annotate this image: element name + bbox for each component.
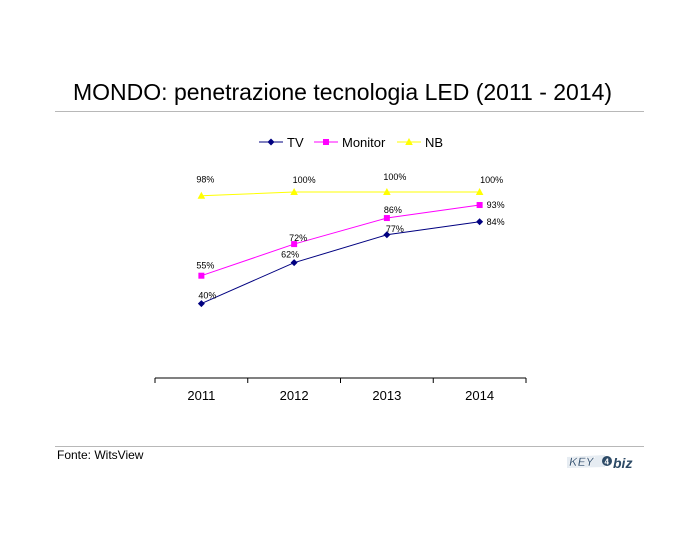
data-point-nb xyxy=(290,188,298,195)
data-point-monitor xyxy=(291,241,298,248)
data-label-tv: 84% xyxy=(487,217,505,227)
key4biz-logo: KEY 4 biz xyxy=(567,455,632,471)
series-line-nb xyxy=(201,191,480,197)
footer-divider xyxy=(55,446,644,447)
x-tick-label-2013: 2013 xyxy=(372,388,401,403)
x-tick-label-2014: 2014 xyxy=(465,388,494,403)
legend-label-tv: TV xyxy=(287,135,304,150)
data-label-monitor: 72% xyxy=(289,233,307,243)
legend-label-nb: NB xyxy=(425,135,443,150)
chart-title: MONDO: penetrazione tecnologia LED (2011… xyxy=(73,79,613,105)
data-point-monitor xyxy=(198,272,205,279)
data-point-tv xyxy=(290,259,298,267)
data-point-tv xyxy=(476,218,484,226)
data-label-monitor: 86% xyxy=(384,205,402,215)
data-point-monitor xyxy=(476,202,483,209)
legend-marker-monitor xyxy=(323,139,329,145)
x-tick-label-2012: 2012 xyxy=(280,388,309,403)
data-label-monitor: 93% xyxy=(487,200,505,210)
series-line-tv xyxy=(201,221,480,305)
series-line-monitor xyxy=(201,204,480,277)
data-label-tv: 77% xyxy=(386,224,404,234)
data-label-tv: 40% xyxy=(198,291,216,301)
data-point-nb xyxy=(475,188,484,195)
data-label-nb: 100% xyxy=(480,175,503,185)
x-tick-label-2011: 2011 xyxy=(187,388,215,403)
data-point-nb xyxy=(197,191,206,199)
data-label-nb: 98% xyxy=(196,175,214,185)
legend-marker-nb xyxy=(405,138,413,145)
data-point-monitor xyxy=(383,215,390,222)
data-label-monitor: 55% xyxy=(196,261,214,271)
svg-text:biz: biz xyxy=(613,455,632,471)
legend-marker-tv xyxy=(267,138,275,146)
data-point-tv xyxy=(383,231,391,239)
svg-text:KEY: KEY xyxy=(569,455,595,469)
data-point-tv xyxy=(197,300,205,308)
data-point-nb xyxy=(383,188,391,195)
data-label-tv: 62% xyxy=(281,250,299,260)
title-divider xyxy=(55,111,644,112)
data-label-nb: 100% xyxy=(293,175,316,185)
legend-label-monitor: Monitor xyxy=(342,135,386,150)
data-label-nb: 100% xyxy=(383,172,406,182)
source-note: Fonte: WitsView xyxy=(57,448,144,462)
svg-text:4: 4 xyxy=(605,458,610,467)
